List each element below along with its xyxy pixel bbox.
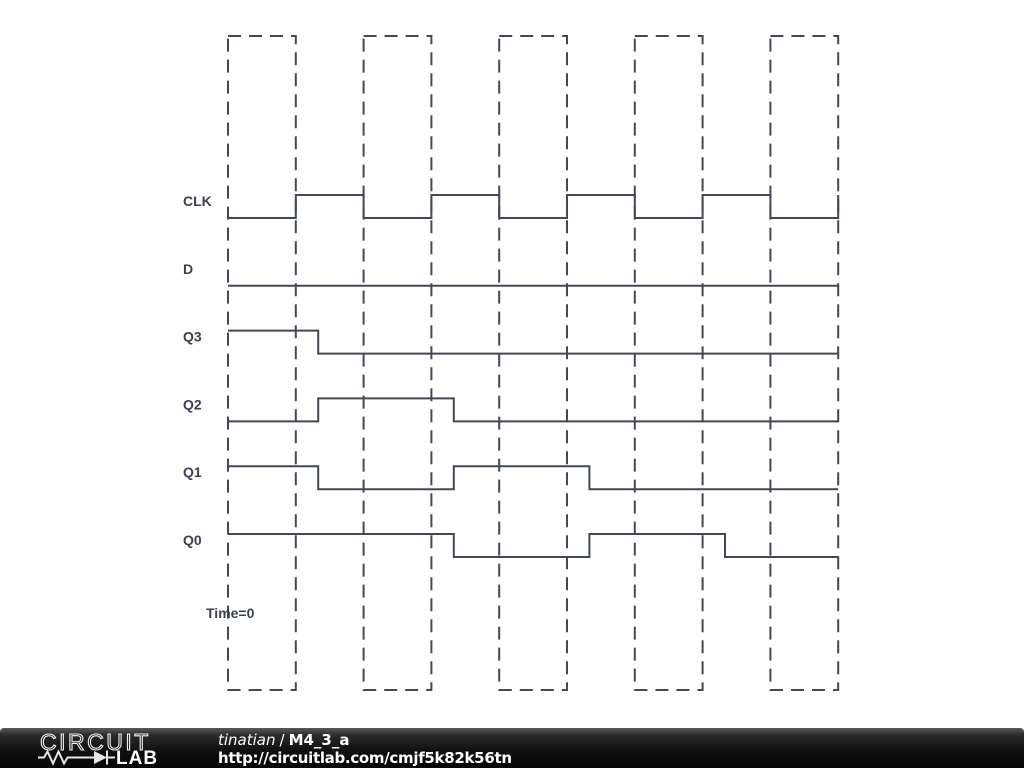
waveform-CLK: [228, 194, 840, 219]
waveform-Q3: [228, 329, 839, 355]
diode-icon: [94, 751, 107, 764]
author-name: tinatian: [218, 731, 276, 749]
logo-word-lab: LAB: [116, 748, 158, 767]
waveform-Q1: [228, 465, 839, 491]
footer-bar: CIRCUIT LAB tinatian / M4_3_a http://circu…: [0, 728, 1024, 768]
signal-label-CLK: CLK: [183, 193, 212, 209]
circuit-url: http://circuitlab.com/cmjf5k82k56tn: [218, 749, 512, 767]
signal-label-Q2: Q2: [183, 396, 202, 412]
waveform-Q0: [228, 533, 839, 558]
credit-line: tinatian / M4_3_a: [218, 731, 512, 749]
sample-interval-box: [362, 35, 433, 691]
waveform-Q2: [228, 397, 839, 423]
sample-interval-box: [769, 35, 840, 691]
sample-interval-box: [227, 35, 297, 691]
signal-label-D: D: [183, 261, 193, 277]
sample-interval-box: [633, 35, 704, 691]
timing-diagram: CLK D Q3 Q2 Q1 Q0 Time=0: [183, 35, 840, 691]
resistor-zigzag-icon: [38, 749, 94, 766]
credit-separator: /: [279, 731, 285, 749]
circuit-title: M4_3_a: [288, 731, 350, 749]
signal-label-Q3: Q3: [183, 329, 202, 345]
circuitlab-logo: CIRCUIT LAB: [38, 729, 158, 767]
time-marker-label: Time=0: [206, 605, 255, 621]
signal-label-Q0: Q0: [183, 532, 202, 548]
credit-block: tinatian / M4_3_a http://circuitlab.com/cm…: [218, 731, 512, 767]
signal-label-Q1: Q1: [183, 464, 202, 480]
sample-interval-box: [498, 35, 569, 691]
